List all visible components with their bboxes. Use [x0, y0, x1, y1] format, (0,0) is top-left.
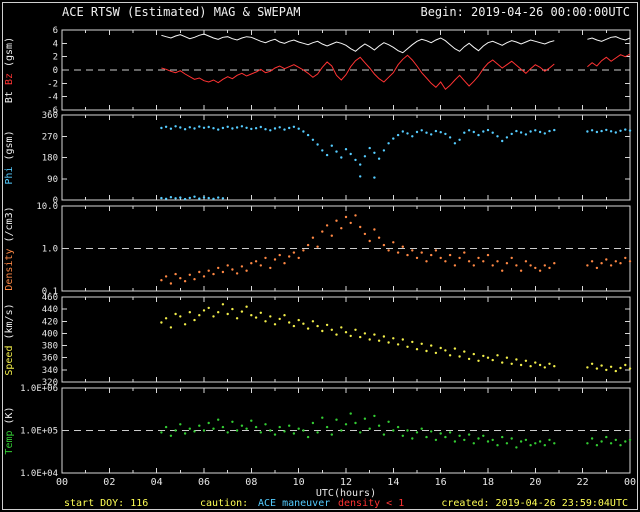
- svg-text:1.0: 1.0: [42, 245, 58, 255]
- density-caution-label: density < 1: [338, 498, 405, 509]
- svg-text:16: 16: [435, 477, 447, 488]
- svg-text:02: 02: [103, 477, 115, 488]
- svg-text:90: 90: [47, 175, 58, 185]
- svg-text:00: 00: [56, 477, 68, 488]
- svg-text:-2: -2: [47, 79, 58, 89]
- svg-text:06: 06: [198, 477, 210, 488]
- svg-text:UTC(hours): UTC(hours): [316, 488, 376, 499]
- svg-text:10.0: 10.0: [36, 202, 58, 212]
- svg-text:0.1: 0.1: [42, 287, 58, 297]
- plot-title: ACE RTSW (Estimated) MAG & SWEPAM: [62, 5, 301, 19]
- svg-text:14: 14: [387, 477, 399, 488]
- svg-text:380: 380: [42, 342, 58, 352]
- svg-text:400: 400: [42, 329, 58, 339]
- svg-text:320: 320: [42, 378, 58, 388]
- svg-text:0: 0: [53, 66, 58, 76]
- svg-text:10: 10: [293, 477, 305, 488]
- svg-text:Phi (gsm): Phi (gsm): [4, 130, 15, 184]
- svg-text:1.0E+06: 1.0E+06: [20, 384, 58, 394]
- svg-text:Density (/cm3): Density (/cm3): [4, 206, 15, 290]
- svg-text:6: 6: [53, 26, 58, 36]
- svg-text:12: 12: [340, 477, 352, 488]
- svg-text:360: 360: [42, 111, 58, 121]
- svg-text:460: 460: [42, 293, 58, 303]
- svg-text:22: 22: [577, 477, 589, 488]
- svg-text:Bt Bz (gsm): Bt Bz (gsm): [4, 37, 15, 103]
- svg-text:08: 08: [245, 477, 257, 488]
- caution-label: caution:: [200, 498, 249, 509]
- svg-text:Temp (K): Temp (K): [4, 406, 15, 454]
- svg-text:1.0E+05: 1.0E+05: [20, 427, 58, 437]
- svg-text:00: 00: [624, 477, 636, 488]
- begin-timestamp: Begin: 2019-04-26 00:00:00UTC: [420, 5, 630, 19]
- svg-text:18: 18: [482, 477, 494, 488]
- header-row: ACE RTSW (Estimated) MAG & SWEPAM Begin:…: [62, 5, 630, 19]
- svg-text:Speed (km/s): Speed (km/s): [4, 303, 15, 375]
- svg-text:4: 4: [53, 39, 58, 49]
- svg-text:440: 440: [42, 305, 58, 315]
- svg-text:420: 420: [42, 317, 58, 327]
- svg-text:20: 20: [529, 477, 541, 488]
- svg-text:-6: -6: [47, 106, 58, 116]
- svg-text:-4: -4: [47, 93, 58, 103]
- svg-text:0: 0: [53, 196, 58, 206]
- svg-text:270: 270: [42, 132, 58, 142]
- footer-row: start DOY: 116 caution: ACE maneuver den…: [0, 498, 640, 511]
- svg-text:04: 04: [151, 477, 163, 488]
- ace-maneuver-label: ACE maneuver: [258, 498, 331, 509]
- svg-text:2: 2: [53, 53, 58, 63]
- svg-text:180: 180: [42, 154, 58, 164]
- svg-text:340: 340: [42, 366, 58, 376]
- start-doy-label: start DOY: 116: [64, 498, 149, 509]
- created-timestamp: created: 2019-04-26 23:59:04UTC: [441, 498, 628, 509]
- svg-text:360: 360: [42, 354, 58, 364]
- svg-text:1.0E+04: 1.0E+04: [20, 469, 58, 479]
